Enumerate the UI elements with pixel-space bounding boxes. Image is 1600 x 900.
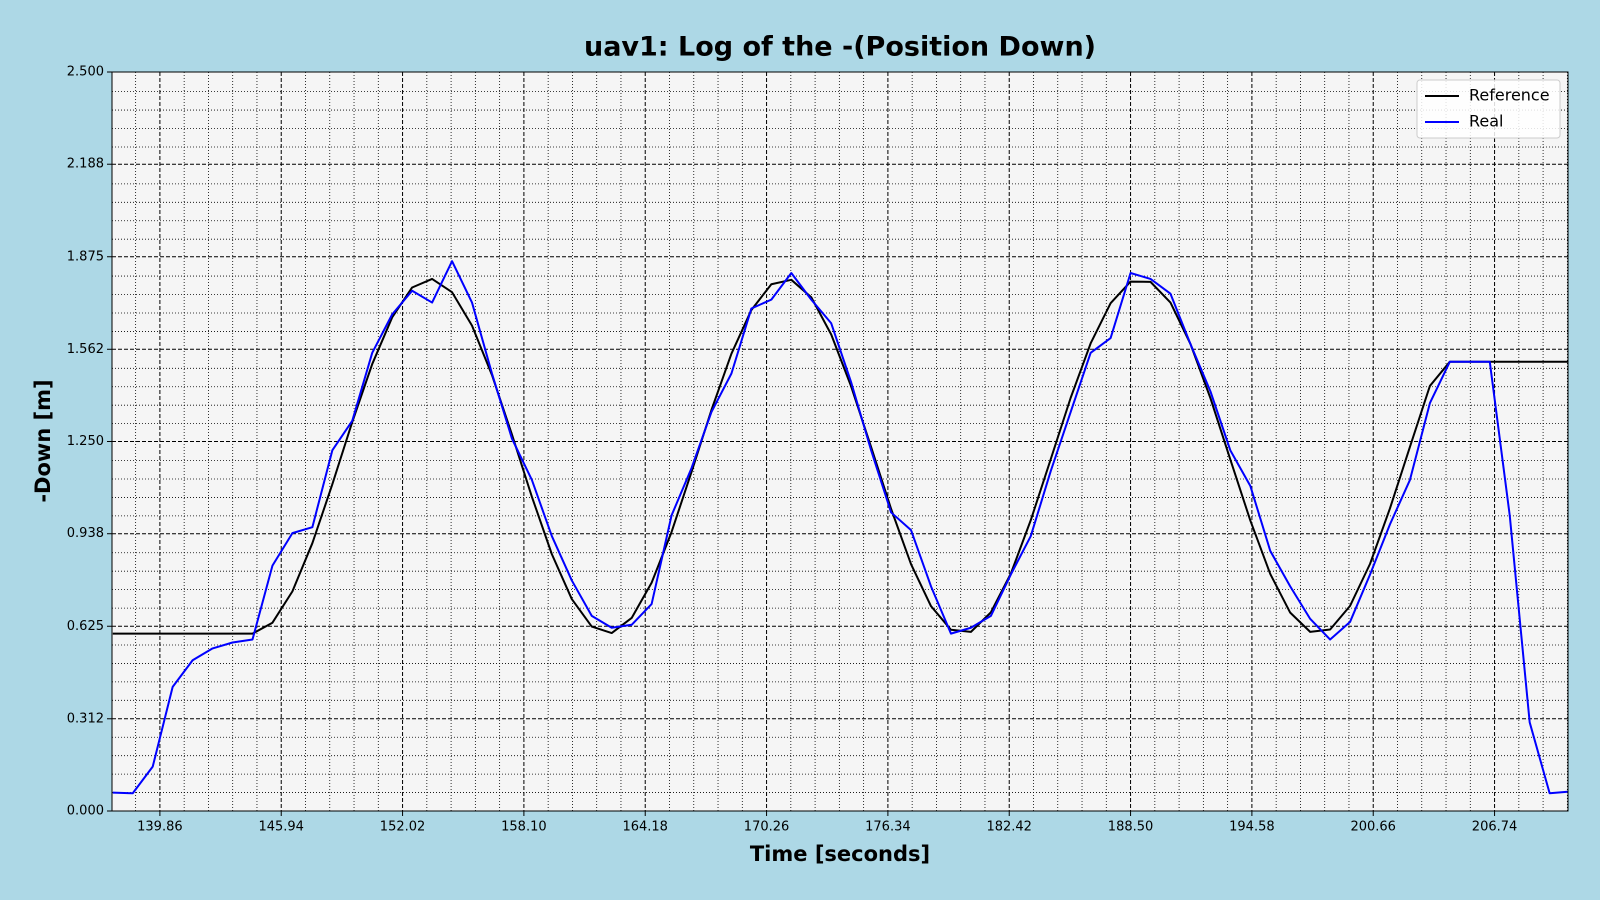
x-tick-label: 176.34 xyxy=(865,820,911,835)
legend-label: Real xyxy=(1469,112,1504,131)
y-tick-label: 1.250 xyxy=(67,434,104,449)
y-axis-label: -Down [m] xyxy=(31,379,55,502)
y-tick-label: 2.188 xyxy=(67,157,104,172)
x-tick-label: 145.94 xyxy=(258,820,304,835)
y-tick-label: 0.312 xyxy=(67,711,104,726)
x-tick-label: 152.02 xyxy=(380,820,426,835)
x-tick-label: 200.66 xyxy=(1350,820,1396,835)
data-line xyxy=(112,260,1568,795)
legend-box xyxy=(1416,79,1561,139)
y-tick-label: 1.875 xyxy=(67,249,104,264)
y-tick-label: 0.938 xyxy=(67,526,104,541)
y-tick-label: 1.562 xyxy=(67,342,104,357)
x-tick-label: 164.18 xyxy=(622,820,668,835)
x-tick-label: 194.58 xyxy=(1229,820,1275,835)
y-tick-label: 0.000 xyxy=(67,804,104,819)
y-tick-label: 0.625 xyxy=(67,619,104,634)
plot-frame xyxy=(111,71,1569,812)
x-axis-label: Time [seconds] xyxy=(750,842,930,866)
x-tick-label: 139.86 xyxy=(137,820,183,835)
chart-title: uav1: Log of the -(Position Down) xyxy=(584,32,1096,63)
x-tick-label: 206.74 xyxy=(1472,820,1518,835)
x-tick-label: 170.26 xyxy=(744,820,790,835)
legend-label: Reference xyxy=(1469,86,1550,105)
x-tick-label: 158.10 xyxy=(501,820,547,835)
x-tick-label: 188.50 xyxy=(1108,820,1154,835)
y-tick-label: 2.500 xyxy=(67,65,104,80)
x-tick-label: 182.42 xyxy=(986,820,1032,835)
